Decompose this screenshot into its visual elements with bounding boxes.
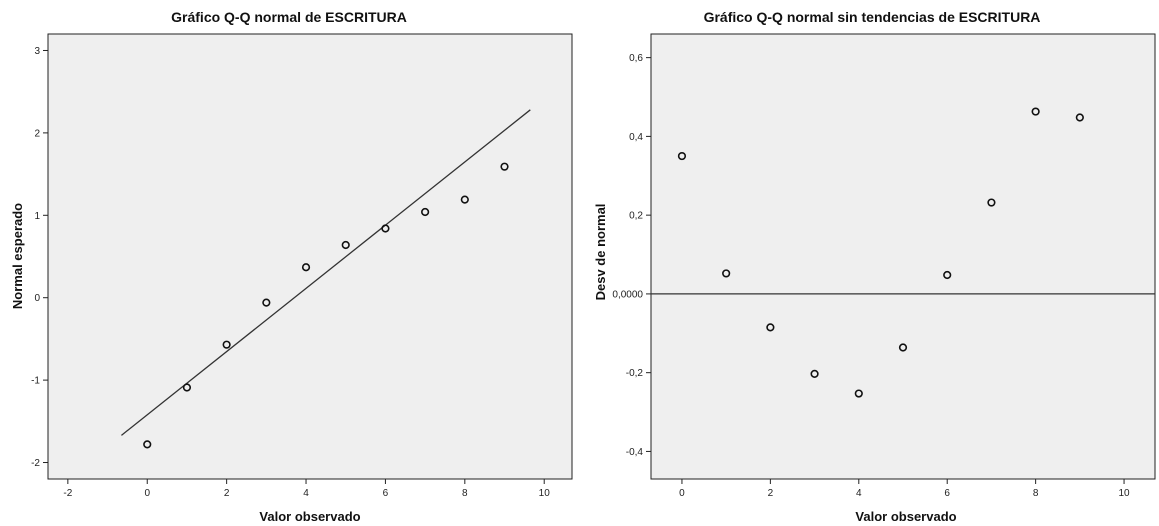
x-axis: -2 0 2 4 6 8 10 — [63, 479, 550, 499]
data-points — [677, 107, 1084, 398]
x-axis-label: Valor observado — [855, 509, 956, 524]
y-tick-label: 2 — [34, 128, 40, 139]
y-axis-label: Desv de normal — [593, 204, 608, 301]
y-axis: -0,4 -0,2 0,0000 0,2 0,4 0,6 — [612, 53, 651, 458]
x-tick-label: 8 — [462, 488, 468, 499]
data-point — [766, 323, 775, 332]
plot-area — [650, 33, 1156, 480]
reference-line — [121, 109, 531, 436]
x-tick-label: 10 — [539, 488, 551, 499]
data-point — [182, 383, 192, 392]
x-tick-label: 2 — [768, 488, 774, 499]
y-tick-label: 1 — [34, 211, 40, 222]
x-tick-label: 2 — [224, 488, 230, 499]
data-point — [301, 263, 311, 272]
data-point — [987, 198, 996, 207]
detrended-qq-plot-chart: Gráfico Q-Q normal sin tendencias de ESC… — [593, 9, 1156, 524]
data-point — [143, 440, 152, 449]
data-point — [500, 162, 509, 171]
qq-plot-chart: Gráfico Q-Q normal de ESCRITURA -2 -1 0 1 2 3… — [10, 9, 573, 524]
data-point — [854, 389, 863, 398]
y-tick-label: 0,2 — [629, 211, 643, 222]
y-axis: -2 -1 0 1 2 3 — [31, 46, 48, 469]
data-point — [262, 298, 271, 307]
y-tick-label: -2 — [31, 458, 40, 469]
y-tick-label: 3 — [34, 46, 40, 57]
data-point — [222, 340, 231, 349]
x-tick-label: 6 — [944, 488, 950, 499]
y-tick-label: -0,2 — [626, 368, 644, 379]
fit-line — [121, 109, 531, 436]
chart-title: Gráfico Q-Q normal de ESCRITURA — [171, 9, 407, 25]
y-tick-label: -0,4 — [626, 447, 644, 458]
plot-area — [47, 33, 573, 480]
y-tick-label: 0,6 — [629, 53, 643, 64]
x-axis: 0 2 4 6 8 10 — [679, 479, 1130, 499]
data-point — [381, 224, 390, 233]
x-tick-label: 6 — [383, 488, 389, 499]
x-tick-label: -2 — [63, 488, 72, 499]
y-tick-label: -1 — [31, 376, 40, 387]
data-points — [143, 162, 509, 449]
x-tick-label: 4 — [856, 488, 862, 499]
data-point — [460, 195, 469, 204]
data-point — [421, 207, 430, 217]
x-tick-label: 0 — [144, 488, 150, 499]
data-point — [1031, 107, 1040, 116]
data-point — [810, 369, 819, 378]
y-tick-label: 0,0000 — [612, 289, 643, 300]
data-point — [677, 151, 687, 161]
data-point — [898, 343, 908, 352]
y-tick-label: 0,4 — [629, 132, 643, 143]
x-tick-label: 8 — [1033, 488, 1039, 499]
data-point — [943, 270, 952, 280]
x-tick-label: 4 — [303, 488, 309, 499]
x-tick-label: 10 — [1118, 488, 1130, 499]
y-tick-label: 0 — [34, 293, 40, 304]
y-axis-label: Normal esperado — [10, 203, 25, 309]
x-axis-label: Valor observado — [259, 509, 360, 524]
data-point — [1075, 113, 1084, 122]
chart-title: Gráfico Q-Q normal sin tendencias de ESC… — [704, 9, 1041, 25]
data-point — [722, 269, 731, 278]
x-tick-label: 0 — [679, 488, 685, 499]
data-point — [341, 240, 350, 250]
